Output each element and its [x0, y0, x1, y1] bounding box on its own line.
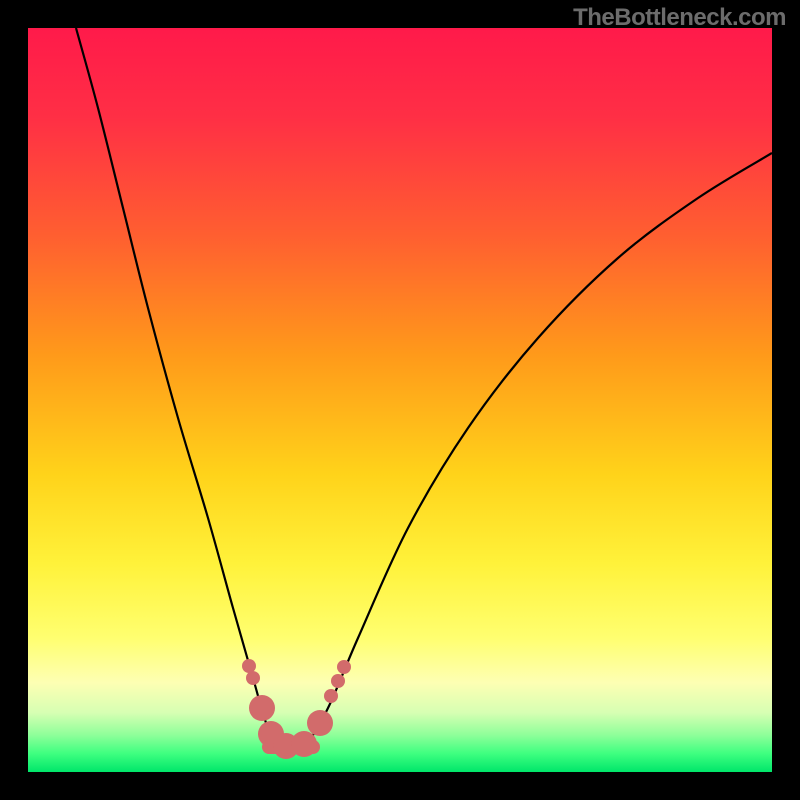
marker-dot: [324, 689, 338, 703]
marker-dot: [331, 674, 345, 688]
marker-series: [242, 659, 351, 759]
chart-svg: [28, 28, 772, 772]
marker-dot: [249, 695, 275, 721]
plot-area: [28, 28, 772, 772]
marker-dot: [246, 671, 260, 685]
chart-frame: TheBottleneck.com: [0, 0, 800, 800]
marker-dot: [291, 731, 317, 757]
marker-dot: [242, 659, 256, 673]
marker-dot: [337, 660, 351, 674]
bottleneck-curve: [76, 28, 772, 749]
marker-dot: [307, 710, 333, 736]
